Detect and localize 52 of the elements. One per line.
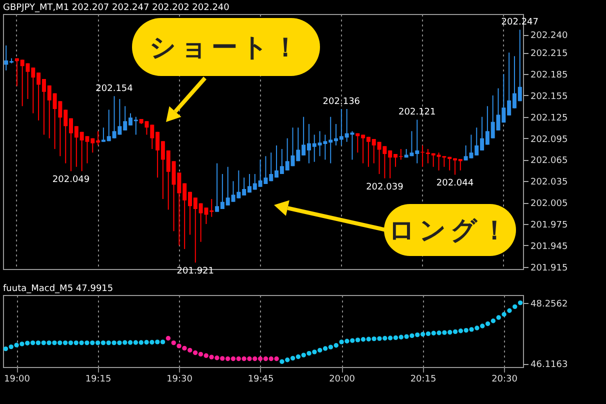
- y-tick-label: 48.2562: [530, 299, 568, 310]
- point: [252, 356, 258, 362]
- x-tick-label: 19:15: [85, 374, 112, 384]
- point: [176, 344, 182, 348]
- y-tick-label: 201.945: [530, 242, 568, 252]
- point: [225, 356, 230, 362]
- x-tick-label: 20:00: [329, 374, 356, 384]
- point: [236, 356, 241, 362]
- point: [247, 356, 252, 362]
- y-tick-label: 202.005: [530, 199, 568, 210]
- point: [192, 350, 198, 356]
- y-tick-label: 202.095: [530, 134, 568, 145]
- x-tick-label: 20:15: [410, 374, 436, 384]
- y-tick-label: 202.155: [530, 92, 568, 102]
- point: [182, 346, 187, 351]
- x-tick-label: 19:00: [4, 374, 30, 384]
- annotation: 202.154: [96, 84, 134, 94]
- annotation: 202.136: [322, 97, 360, 107]
- annotation: 202.121: [398, 108, 436, 118]
- point: [220, 356, 225, 361]
- y-tick-label: 202.065: [530, 156, 568, 166]
- y-tick-label: 202.125: [530, 113, 568, 124]
- annotation: 202.039: [366, 182, 404, 192]
- x-tick-label: 19:45: [248, 374, 274, 384]
- point: [204, 353, 208, 358]
- annotation: 202.049: [52, 175, 90, 186]
- point: [171, 340, 176, 346]
- point: [209, 354, 214, 360]
- annotation: ショート！: [132, 18, 320, 76]
- point: [268, 356, 274, 362]
- chart-title: fuuta_Macd_M5 47.9915: [3, 284, 114, 294]
- point: [230, 356, 236, 362]
- annotation: 202.044: [436, 178, 474, 189]
- y-tick-label: 46.1163: [530, 360, 568, 370]
- point: [198, 352, 204, 357]
- point: [258, 356, 263, 362]
- point: [263, 356, 268, 362]
- x-tick-label: 19:30: [166, 374, 193, 384]
- point: [274, 356, 279, 362]
- point: [188, 348, 192, 353]
- chart-title: GBPJPY_MT,M1 202.207 202.247 202.202 202.240: [3, 3, 230, 13]
- y-tick-label: 202.215: [530, 49, 568, 60]
- y-tick-label: 202.185: [530, 70, 568, 80]
- point: [214, 356, 220, 360]
- x-tick-label: 20:30: [492, 374, 518, 384]
- point: [242, 356, 246, 362]
- y-tick-label: 202.035: [530, 178, 568, 188]
- point: [166, 336, 171, 341]
- y-tick-label: 201.975: [530, 220, 568, 230]
- annotation: ロング！: [384, 204, 516, 256]
- y-tick-label: 202.240: [530, 31, 568, 42]
- y-tick-label: 201.915: [530, 263, 568, 274]
